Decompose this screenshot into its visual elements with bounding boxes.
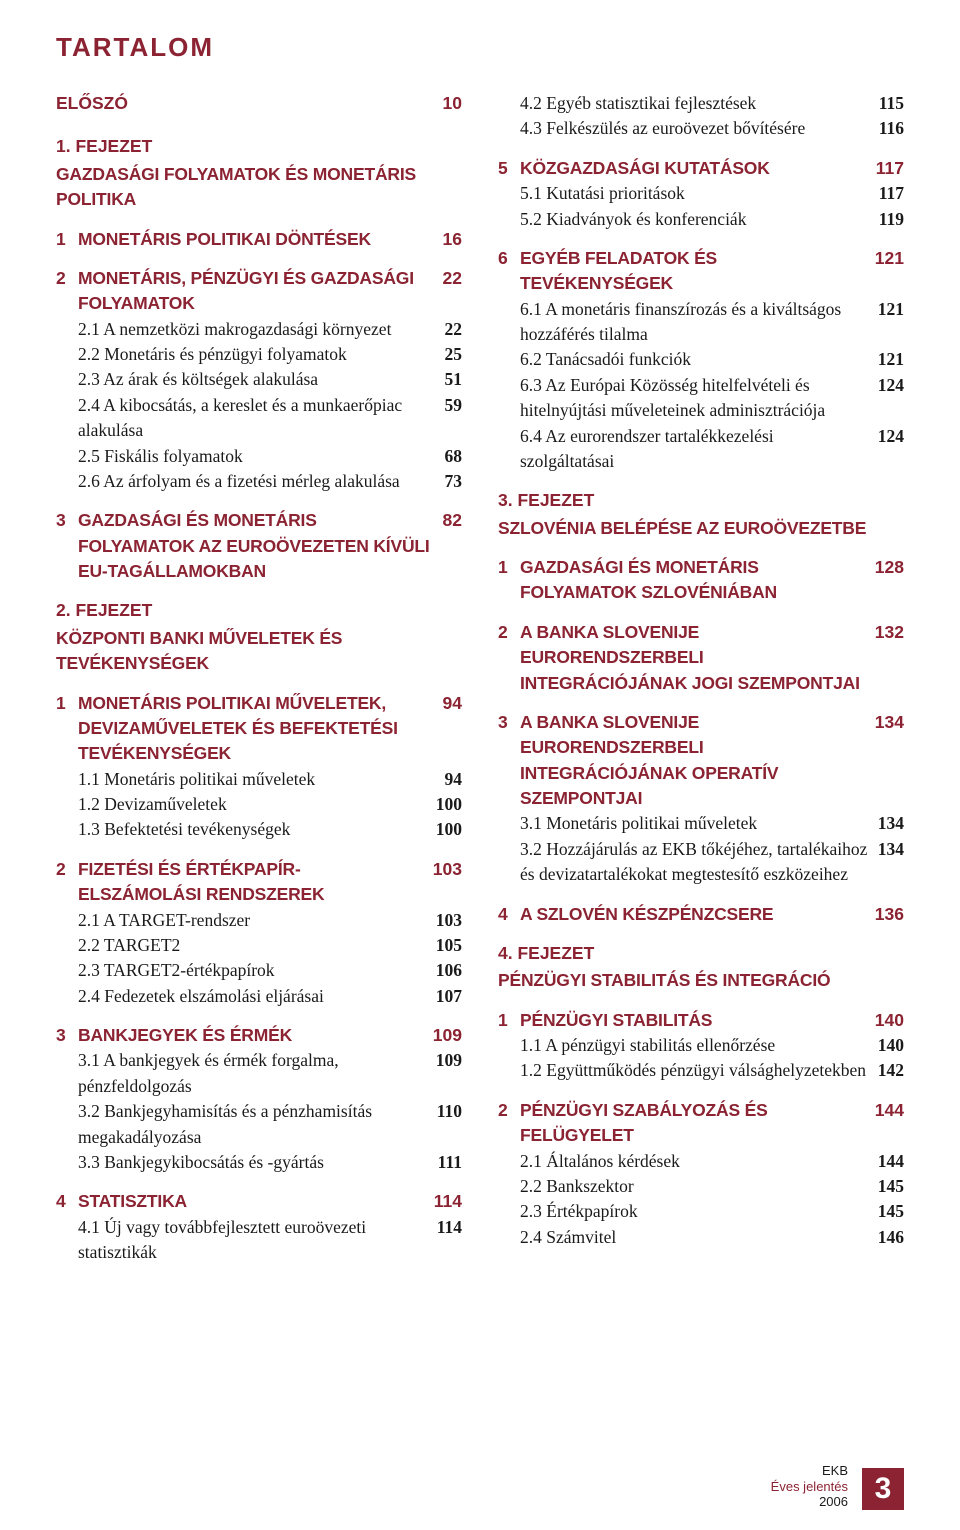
sub: 6.4 Az eurorendszer tartalékkezelési szo… <box>520 424 904 475</box>
sub: 6.1 A monetáris finanszírozás és a kivál… <box>520 297 904 348</box>
chapter-3-num: 3. FEJEZET <box>498 488 904 513</box>
footer-report: Éves jelentés <box>771 1479 848 1495</box>
sub: 5.1 Kutatási prioritások117 <box>520 181 904 206</box>
toc-columns: ELŐSZÓ 10 1. FEJEZET GAZDASÁGI FOLYAMATO… <box>56 91 904 1265</box>
page-number: 3 <box>862 1468 904 1510</box>
sub: 4.3 Felkészülés az euroövezet bővítésére… <box>520 116 904 141</box>
sub: 2.2 Bankszektor145 <box>520 1174 904 1199</box>
sub: 2.2 TARGET2105 <box>78 933 462 958</box>
sub: 1.1 Monetáris politikai műveletek94 <box>78 767 462 792</box>
chapter-4-title: PÉNZÜGYI STABILITÁS ÉS INTEGRÁCIÓ <box>498 968 904 993</box>
section-6: 6 EGYÉB FELADATOK ÉS TEVÉKENYSÉGEK 121 6… <box>498 246 904 474</box>
footer-text: EKB Éves jelentés 2006 <box>771 1463 848 1510</box>
sub: 5.2 Kiadványok és konferenciák119 <box>520 207 904 232</box>
section-4-2: 2 PÉNZÜGYI SZABÁLYOZÁS ÉS FELÜGYELET 144… <box>498 1098 904 1250</box>
sub: 2.2 Monetáris és pénzügyi folyamatok25 <box>78 342 462 367</box>
sub: 2.3 TARGET2-értékpapírok106 <box>78 958 462 983</box>
chapter-4-num: 4. FEJEZET <box>498 941 904 966</box>
footer-org: EKB <box>771 1463 848 1479</box>
sub: 6.3 Az Európai Közösség hitelfelvételi é… <box>520 373 904 424</box>
sub: 1.3 Befektetési tevékenységek100 <box>78 817 462 842</box>
sub: 4.1 Új vagy továbbfejlesztett euroövezet… <box>78 1215 462 1266</box>
section-3-4: 4 A SZLOVÉN KÉSZPÉNZCSERE 136 <box>498 902 904 927</box>
sub: 3.2 Bankjegyhamisítás és a pénzhamisítás… <box>78 1099 462 1150</box>
sub: 2.4 Fedezetek elszámolási eljárásai107 <box>78 984 462 1009</box>
footer-year: 2006 <box>771 1494 848 1510</box>
sub: 2.1 Általános kérdések144 <box>520 1149 904 1174</box>
chapter-2-num: 2. FEJEZET <box>56 598 462 623</box>
preface-page: 10 <box>443 91 462 116</box>
sub: 2.4 A kibocsátás, a kereslet és a munkae… <box>78 393 462 444</box>
sub: 2.1 A TARGET-rendszer103 <box>78 908 462 933</box>
section-3-1: 1 GAZDASÁGI ÉS MONETÁRIS FOLYAMATOK SZLO… <box>498 555 904 606</box>
sub: 3.1 Monetáris politikai műveletek134 <box>520 811 904 836</box>
sub: 1.1 A pénzügyi stabilitás ellenőrzése140 <box>520 1033 904 1058</box>
section-2-1: 1 MONETÁRIS POLITIKAI MŰVELETEK, DEVIZAM… <box>56 691 462 843</box>
chapter-1-num: 1. FEJEZET <box>56 134 462 159</box>
sub: 1.2 Együttműködés pénzügyi válsághelyzet… <box>520 1058 904 1083</box>
left-column: ELŐSZÓ 10 1. FEJEZET GAZDASÁGI FOLYAMATO… <box>56 91 462 1265</box>
section-2-3: 3 BANKJEGYEK ÉS ÉRMÉK 109 3.1 A bankjegy… <box>56 1023 462 1175</box>
sub: 6.2 Tanácsadói funkciók121 <box>520 347 904 372</box>
sub: 3.2 Hozzájárulás az EKB tőkéjéhez, tarta… <box>520 837 904 888</box>
section-1-3: 3 GAZDASÁGI ÉS MONETÁRIS FOLYAMATOK AZ E… <box>56 508 462 584</box>
section-2-2: 2 FIZETÉSI ÉS ÉRTÉKPAPÍR-ELSZÁMOLÁSI REN… <box>56 857 462 1009</box>
section-4-1: 1 PÉNZÜGYI STABILITÁS 140 1.1 A pénzügyi… <box>498 1008 904 1084</box>
chapter-2-title: KÖZPONTI BANKI MŰVELETEK ÉS TEVÉKENYSÉGE… <box>56 626 462 677</box>
sub: 2.6 Az árfolyam és a fizetési mérleg ala… <box>78 469 462 494</box>
sub: 3.1 A bankjegyek és érmék forgalma, pénz… <box>78 1048 462 1099</box>
sub: 2.4 Számvitel146 <box>520 1225 904 1250</box>
section-1-1: 1 MONETÁRIS POLITIKAI DÖNTÉSEK 16 <box>56 227 462 252</box>
sub: 2.1 A nemzetközi makrogazdasági környeze… <box>78 317 462 342</box>
section-2-4: 4 STATISZTIKA 114 4.1 Új vagy továbbfejl… <box>56 1189 462 1265</box>
page-title: TARTALOM <box>56 32 904 63</box>
sub: 3.3 Bankjegykibocsátás és -gyártás111 <box>78 1150 462 1175</box>
chapter-1-title: GAZDASÁGI FOLYAMATOK ÉS MONETÁRIS POLITI… <box>56 162 462 213</box>
section-3-3: 3 A BANKA SLOVENIJE EURORENDSZERBELI INT… <box>498 710 904 888</box>
page-footer: EKB Éves jelentés 2006 3 <box>771 1463 904 1510</box>
sub: 2.5 Fiskális folyamatok68 <box>78 444 462 469</box>
sub: 2.3 Az árak és költségek alakulása51 <box>78 367 462 392</box>
preface-label: ELŐSZÓ <box>56 91 443 116</box>
sub: 1.2 Devizaműveletek100 <box>78 792 462 817</box>
section-5: 5 KÖZGAZDASÁGI KUTATÁSOK 117 5.1 Kutatás… <box>498 156 904 232</box>
section-3-2: 2 A BANKA SLOVENIJE EURORENDSZERBELI INT… <box>498 620 904 696</box>
sub: 2.3 Értékpapírok145 <box>520 1199 904 1224</box>
chapter-3-title: SZLOVÉNIA BELÉPÉSE AZ EUROÖVEZETBE <box>498 516 904 541</box>
right-column: 4.2 Egyéb statisztikai fejlesztések115 4… <box>498 91 904 1265</box>
section-1-2: 2 MONETÁRIS, PÉNZÜGYI ÉS GAZDASÁGI FOLYA… <box>56 266 462 494</box>
sub: 4.2 Egyéb statisztikai fejlesztések115 <box>520 91 904 116</box>
preface: ELŐSZÓ 10 <box>56 91 462 116</box>
